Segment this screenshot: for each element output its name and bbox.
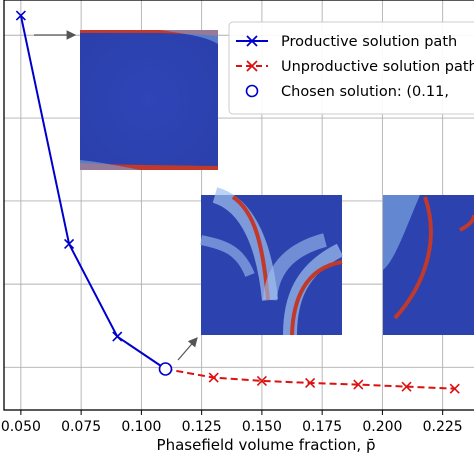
x-tick-label-7: 0.225: [423, 419, 463, 435]
series-line-1: [165, 368, 455, 390]
legend: Productive solution path Unproductive so…: [228, 21, 474, 115]
x-ticks: 0.050 0.075 0.100 0.125 0.150 0.175 0.200 0.225: [1, 410, 463, 435]
series-1-point-4: [353, 379, 364, 390]
x-tick-label-6: 0.200: [362, 419, 402, 435]
legend-marker-productive: [246, 35, 258, 47]
x-tick-label-0: 0.050: [1, 419, 41, 435]
legend-label-productive: Productive solution path: [281, 34, 457, 50]
series-1-point-5: [401, 381, 412, 392]
legend-box: [228, 21, 474, 115]
inset-arrow-2: [177, 337, 198, 361]
series-0-point-2: [112, 331, 123, 342]
plot-frame: [3, 0, 474, 411]
legend-label-chosen: Chosen solution: (0.11,: [281, 84, 449, 100]
series-0-point-1: [64, 238, 75, 250]
legend-entry-chosen: Chosen solution: (0.11,: [245, 84, 449, 100]
x-axis-label: Phasefield volume fraction, p̄: [157, 436, 376, 454]
legend-marker-chosen: [245, 84, 259, 98]
x-tick-label-4: 0.150: [242, 419, 282, 435]
series-1-point-1: [208, 372, 219, 383]
x-tick-label-1: 0.075: [61, 419, 101, 435]
x-tick-label-3: 0.125: [182, 419, 222, 435]
x-tick-label-5: 0.175: [302, 419, 342, 435]
series-1-point-3: [305, 377, 316, 389]
series-0-point-0: [15, 10, 26, 21]
series-1-point-2: [256, 375, 267, 386]
legend-entry-productive: Productive solution path: [236, 34, 457, 50]
legend-label-unproductive: Unproductive solution path: [281, 59, 474, 75]
series-layer: [15, 10, 460, 394]
inset-topology-2: [199, 187, 344, 336]
inset-topology-1: [80, 30, 218, 170]
chosen-solution-point: [158, 362, 173, 376]
legend-entry-unproductive: Unproductive solution path: [236, 59, 474, 75]
series-line-0: [19, 15, 167, 370]
x-tick-label-2: 0.100: [121, 419, 161, 435]
legend-marker-unproductive: [246, 60, 258, 72]
inset-topology-3: [383, 195, 474, 335]
series-1-point-6: [449, 383, 460, 394]
